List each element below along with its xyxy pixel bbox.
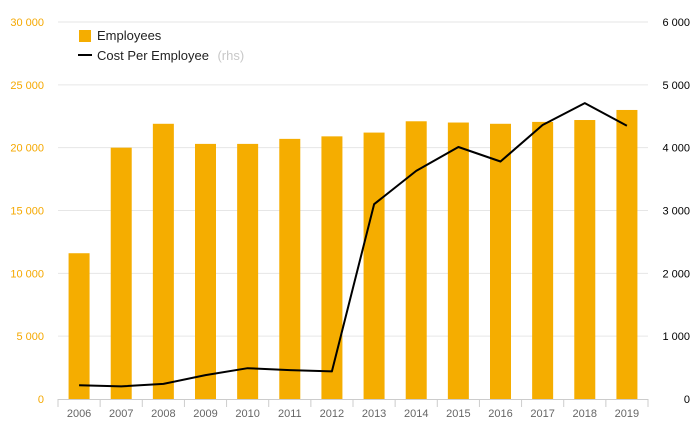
y-right-tick-label: 2 000 bbox=[662, 268, 690, 280]
x-tick-label: 2009 bbox=[193, 408, 217, 420]
x-tick-label: 2015 bbox=[446, 408, 470, 420]
y-right-tick-label: 0 bbox=[684, 394, 690, 406]
x-tick-label: 2013 bbox=[362, 408, 386, 420]
bar-employees-2010 bbox=[237, 143, 259, 399]
bar-employees-2007 bbox=[110, 147, 132, 399]
y-left-tick-label: 20 000 bbox=[10, 143, 44, 155]
bar-employees-2008 bbox=[152, 123, 174, 399]
bar-employees-2018 bbox=[574, 120, 596, 400]
bar-employees-2006 bbox=[68, 253, 90, 399]
bar-employees-2013 bbox=[363, 132, 385, 399]
x-tick-label: 2019 bbox=[615, 408, 639, 420]
y-left-tick-label: 15 000 bbox=[10, 206, 44, 218]
x-tick-label: 2006 bbox=[67, 408, 91, 420]
x-tick-label: 2016 bbox=[488, 408, 512, 420]
x-tick-label: 2010 bbox=[235, 408, 259, 420]
legend: Employees Cost Per Employee (rhs) bbox=[78, 28, 244, 64]
bar-employees-2014 bbox=[405, 121, 427, 399]
bar-employees-2016 bbox=[490, 123, 511, 399]
bar-employees-2011 bbox=[279, 138, 301, 399]
y-left-tick-label: 5 000 bbox=[16, 331, 44, 343]
x-tick-label: 2008 bbox=[151, 408, 175, 420]
legend-series-name: Cost Per Employee bbox=[97, 48, 209, 63]
bar-employees-2017 bbox=[532, 121, 554, 399]
employees-bars bbox=[68, 109, 638, 400]
bar-employees-2015 bbox=[447, 122, 469, 400]
y-right-tick-label: 4 000 bbox=[662, 143, 690, 155]
bar-employees-2012 bbox=[321, 136, 343, 399]
y-left-tick-label: 30 000 bbox=[10, 17, 44, 29]
x-tick-label: 2018 bbox=[573, 408, 597, 420]
y-right-tick-label: 3 000 bbox=[662, 206, 690, 218]
axes: 2006 2007 2008 2009 2010 2011 2012 2013 2014 2015… bbox=[10, 17, 690, 420]
x-tick-label: 2012 bbox=[320, 408, 344, 420]
bar-employees-2009 bbox=[195, 143, 216, 399]
y-right-tick-label: 6 000 bbox=[662, 17, 690, 29]
legend-swatch-employees bbox=[79, 30, 91, 42]
x-tick-label: 2007 bbox=[109, 408, 133, 420]
y-right-tick-label: 1 000 bbox=[662, 331, 690, 343]
cost-per-employee-line-group bbox=[79, 102, 628, 388]
legend-label-cost-per-employee: Cost Per Employee (rhs) bbox=[97, 47, 244, 64]
x-tick-label: 2011 bbox=[278, 408, 302, 420]
y-left-tick-label: 10 000 bbox=[10, 268, 44, 280]
y-right-tick-label: 5 000 bbox=[662, 80, 690, 92]
bar-employees-2019 bbox=[616, 109, 638, 399]
legend-label-employees: Employees bbox=[97, 28, 162, 43]
line-cost-per-employee bbox=[79, 102, 628, 388]
x-tick-label: 2017 bbox=[530, 408, 554, 420]
y-left-tick-label: 0 bbox=[38, 394, 44, 406]
y-left-tick-label: 25 000 bbox=[10, 80, 44, 92]
x-tick-label: 2014 bbox=[404, 408, 428, 420]
legend-series-suffix: (rhs) bbox=[217, 48, 244, 63]
